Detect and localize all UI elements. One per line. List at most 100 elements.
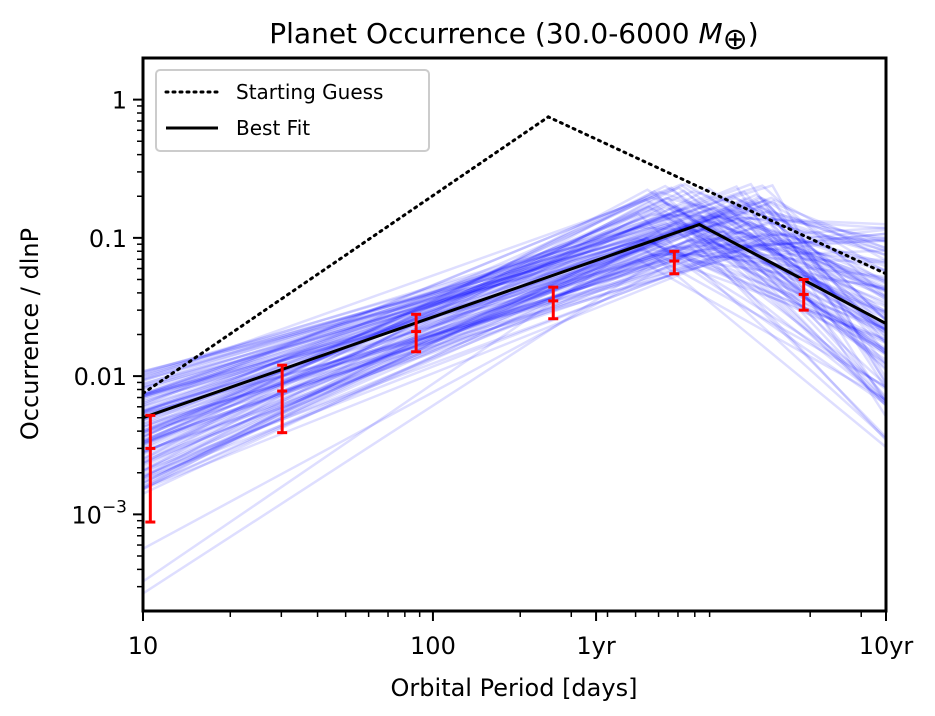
legend-label-best-fit: Best Fit [236, 116, 310, 140]
posterior-sample-line [143, 236, 886, 397]
posterior-sample-line [143, 221, 886, 414]
posterior-sample-line [143, 194, 886, 396]
posterior-sample-line [143, 234, 886, 481]
x-tick-label: 1yr [576, 632, 615, 660]
y-axis-label: Occurrence / dlnP [16, 228, 44, 440]
posterior-sample-line [143, 249, 886, 453]
posterior-sample-line [143, 257, 886, 447]
posterior-sample-line [143, 183, 886, 385]
posterior-sample-line [143, 228, 886, 415]
posterior-sample-line [143, 221, 886, 476]
posterior-sample-line [143, 256, 886, 425]
posterior-sample-line [143, 195, 886, 471]
plot-frame [141, 56, 888, 613]
x-tick-label: 10 [128, 632, 159, 660]
posterior-sample-line [143, 210, 886, 445]
posterior-sample-line [143, 236, 886, 411]
posterior-sample-line [143, 214, 886, 407]
posterior-sample-line [143, 256, 886, 415]
posterior-sample-line [143, 198, 886, 438]
posterior-sample-line [143, 236, 886, 485]
earth-symbol-icon: ⊕ [723, 22, 748, 57]
posterior-sample-line [143, 226, 886, 490]
posterior-sample-line [143, 185, 886, 429]
posterior-sample-line [143, 203, 886, 435]
data-point [145, 413, 156, 524]
posterior-samples [143, 182, 886, 595]
best-fit-line [143, 222, 886, 420]
posterior-sample-line [143, 199, 886, 398]
posterior-sample-line [143, 239, 886, 595]
posterior-sample-line [143, 206, 886, 491]
x-tick-label: 100 [410, 632, 456, 660]
posterior-sample-line [143, 213, 886, 426]
legend-box [155, 69, 430, 152]
posterior-sample-line [143, 232, 886, 495]
posterior-sample-line [143, 220, 886, 378]
posterior-sample-line [143, 203, 886, 373]
posterior-sample-line [143, 194, 886, 397]
posterior-sample-line [143, 222, 886, 402]
posterior-sample-line [143, 195, 886, 479]
posterior-sample-line [143, 206, 886, 439]
posterior-sample-line [143, 200, 886, 484]
posterior-sample-line [143, 224, 886, 488]
posterior-sample-line [143, 213, 886, 450]
posterior-sample-line [143, 229, 886, 413]
posterior-sample-line [143, 234, 886, 398]
posterior-sample-line [143, 202, 886, 412]
posterior-sample-line [143, 182, 886, 414]
posterior-sample-line [143, 221, 886, 395]
posterior-sample-line [143, 245, 886, 491]
posterior-sample-line [143, 189, 886, 473]
starting-guess-line [143, 115, 886, 395]
data-point [411, 312, 422, 354]
posterior-sample-line [143, 199, 886, 454]
legend: Starting Guess Best Fit [155, 69, 430, 152]
posterior-sample-line [143, 239, 886, 373]
legend-label-starting-guess: Starting Guess [236, 80, 383, 104]
posterior-sample-line [143, 253, 886, 465]
posterior-sample-line [143, 196, 886, 434]
posterior-sample-line [143, 221, 886, 376]
model-lines [143, 115, 886, 420]
posterior-sample-line [143, 212, 886, 420]
posterior-sample-line [143, 209, 886, 374]
posterior-sample-line [143, 217, 886, 409]
posterior-sample-line [143, 233, 886, 420]
y-tick-label: 0.01 [74, 363, 127, 391]
data-point [798, 277, 809, 312]
posterior-sample-line [143, 182, 886, 465]
posterior-sample-line [143, 239, 886, 437]
posterior-sample-line [143, 218, 886, 472]
posterior-sample-line [143, 220, 886, 445]
data-point [548, 285, 559, 321]
posterior-sample-line [143, 238, 886, 398]
posterior-sample-line [143, 199, 886, 388]
posterior-sample-line [143, 219, 886, 408]
y-tick-label: 1 [112, 87, 127, 115]
posterior-sample-line [143, 238, 886, 453]
posterior-sample-line [143, 196, 886, 459]
posterior-sample-line [143, 201, 886, 455]
posterior-sample-line [143, 214, 886, 396]
posterior-sample-line [143, 225, 886, 392]
posterior-sample-line [143, 246, 886, 481]
posterior-sample-line [143, 221, 886, 391]
x-axis-label: Orbital Period [days] [391, 674, 638, 702]
posterior-sample-line [143, 187, 886, 485]
posterior-sample-line [143, 206, 886, 389]
posterior-sample-line [143, 188, 886, 461]
posterior-sample-line [143, 183, 886, 422]
posterior-sample-line [143, 226, 886, 490]
posterior-sample-line [143, 236, 886, 583]
posterior-sample-line [143, 234, 886, 416]
posterior-sample-line [143, 186, 886, 405]
posterior-sample-line [143, 184, 886, 377]
posterior-sample-line [143, 238, 886, 432]
posterior-sample-line [143, 245, 886, 444]
posterior-sample-line [143, 212, 886, 386]
data-point [669, 249, 680, 276]
data-points [145, 249, 809, 524]
posterior-sample-line [143, 248, 886, 400]
